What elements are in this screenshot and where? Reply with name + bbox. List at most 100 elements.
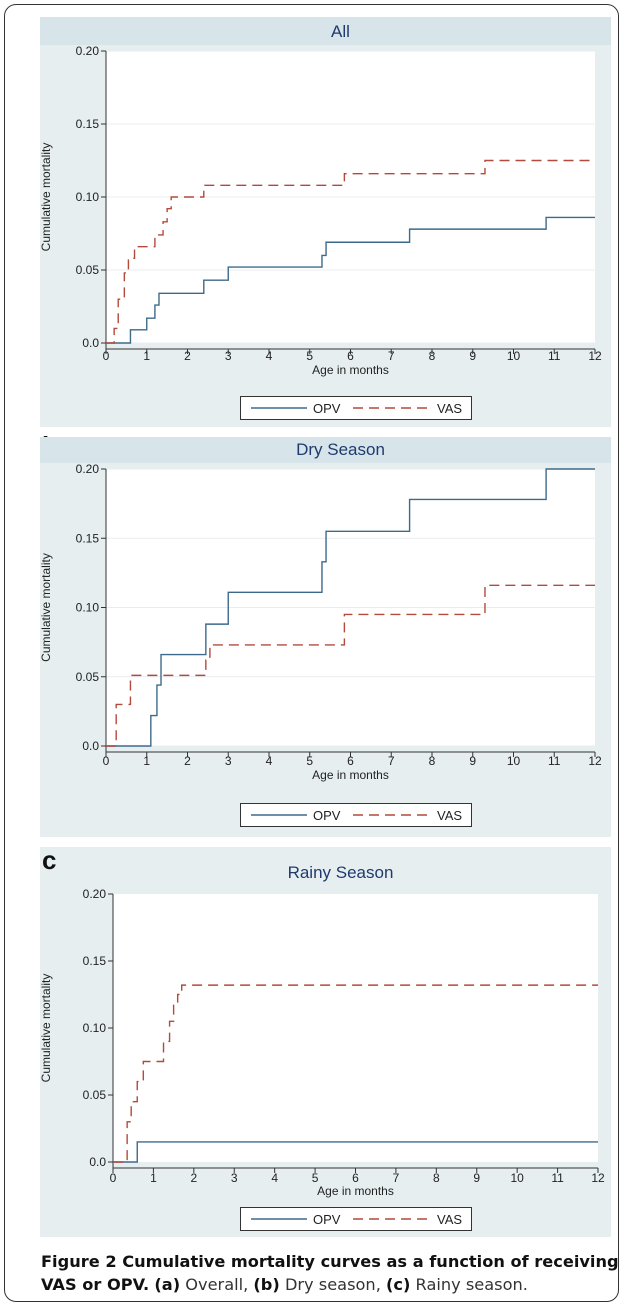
- figure-caption: Figure 2 Cumulative mortality curves as …: [41, 1250, 621, 1296]
- y-axis-label: Cumulative mortality: [40, 143, 53, 252]
- x-tick-label: 1: [143, 349, 150, 363]
- x-tick-label: 12: [588, 754, 602, 768]
- caption-label-a: (a): [154, 1275, 181, 1294]
- plot-area: [113, 894, 598, 1162]
- caption-title: Figure 2 Cumulative mortality curves as …: [41, 1252, 619, 1294]
- x-tick-label: 9: [469, 754, 476, 768]
- x-tick-label: 10: [507, 349, 521, 363]
- caption-label-b: (b): [253, 1275, 280, 1294]
- chart-title: All: [331, 22, 350, 41]
- y-tick-label: 0.15: [83, 954, 107, 968]
- series-line-opv: [106, 216, 595, 344]
- legend-c: OPV VAS: [240, 1207, 472, 1231]
- y-tick-label: 0.20: [76, 462, 100, 476]
- x-tick-label: 1: [150, 1171, 157, 1185]
- legend-b: OPV VAS: [240, 803, 472, 827]
- x-tick-label: 1: [143, 754, 150, 768]
- x-tick-label: 10: [507, 754, 521, 768]
- figure-frame: a All0.00.050.100.150.200123456789101112…: [4, 4, 619, 1302]
- x-tick-label: 0: [103, 349, 110, 363]
- x-tick-label: 8: [429, 754, 436, 768]
- series-line-vas: [106, 159, 595, 344]
- x-tick-label: 4: [271, 1171, 278, 1185]
- legend-label-vas: VAS: [437, 400, 463, 416]
- x-tick-label: 0: [103, 754, 110, 768]
- legend-label-vas: VAS: [437, 1211, 463, 1227]
- legend-item-vas: VAS: [353, 397, 462, 419]
- y-tick-label: 0.20: [83, 887, 107, 901]
- x-axis-label: Age in months: [312, 768, 389, 782]
- y-tick-label: 0.20: [76, 44, 100, 58]
- panel-letter-c: c: [42, 845, 57, 875]
- title-strip: [40, 437, 611, 463]
- legend-item-opv: OPV: [251, 1208, 340, 1230]
- legend-item-opv: OPV: [251, 804, 340, 826]
- x-tick-label: 7: [388, 754, 395, 768]
- legend-line-solid: [251, 814, 307, 816]
- y-tick-label: 0.15: [76, 531, 100, 545]
- series-line-opv: [106, 468, 595, 747]
- x-tick-label: 5: [306, 349, 313, 363]
- x-tick-label: 11: [548, 349, 561, 363]
- y-tick-label: 0.15: [76, 117, 100, 131]
- x-tick-label: 2: [184, 754, 191, 768]
- x-tick-label: 2: [184, 349, 191, 363]
- x-tick-label: 5: [312, 1171, 319, 1185]
- legend-label-opv: OPV: [313, 400, 341, 416]
- series-line-vas: [113, 984, 598, 1163]
- legend-a: OPV VAS: [240, 396, 472, 420]
- panel-b: b Dry Season0.00.050.100.150.20012345678…: [40, 431, 611, 837]
- chart-title: Rainy Season: [288, 863, 394, 882]
- caption-text-c: Rainy season.: [410, 1275, 528, 1294]
- series-line-opv: [113, 1141, 598, 1163]
- y-tick-label: 0.0: [82, 336, 99, 350]
- x-tick-label: 12: [588, 349, 602, 363]
- x-tick-label: 11: [551, 1171, 564, 1185]
- x-tick-label: 6: [347, 349, 354, 363]
- title-strip: [40, 17, 611, 45]
- x-tick-label: 6: [347, 754, 354, 768]
- x-axis-label: Age in months: [317, 1184, 394, 1198]
- x-tick-label: 4: [266, 349, 273, 363]
- x-tick-label: 8: [433, 1171, 440, 1185]
- y-tick-label: 0.10: [76, 190, 100, 204]
- caption-text-a: Overall,: [180, 1275, 254, 1294]
- y-tick-label: 0.10: [83, 1021, 107, 1035]
- x-tick-label: 6: [352, 1171, 359, 1185]
- legend-line-dashed: [353, 407, 431, 409]
- x-tick-label: 7: [393, 1171, 400, 1185]
- y-tick-label: 0.05: [76, 263, 100, 277]
- series-line-vas: [106, 584, 595, 747]
- y-axis-label: Cumulative mortality: [40, 974, 53, 1083]
- x-tick-label: 2: [190, 1171, 197, 1185]
- chart-title: Dry Season: [296, 440, 385, 459]
- x-tick-label: 0: [110, 1171, 117, 1185]
- y-axis-label: Cumulative mortality: [40, 553, 53, 662]
- x-tick-label: 8: [429, 349, 436, 363]
- y-tick-label: 0.10: [76, 601, 100, 615]
- x-tick-label: 4: [266, 754, 273, 768]
- x-tick-label: 12: [591, 1171, 605, 1185]
- caption-label-c: (c): [386, 1275, 411, 1294]
- caption-text-b: Dry season,: [279, 1275, 386, 1294]
- panel-c: c Rainy Season 0.0 0.05 0.10 0.15 0.20 0 1 2 3 4 5 6…: [40, 845, 611, 1237]
- x-tick-label: 10: [510, 1171, 524, 1185]
- legend-line-solid: [251, 407, 307, 409]
- y-tick-label: 0.05: [83, 1088, 107, 1102]
- x-tick-label: 3: [225, 754, 232, 768]
- x-tick-label: 3: [225, 349, 232, 363]
- x-axis-label: Age in months: [312, 363, 389, 377]
- legend-line-dashed: [353, 814, 431, 816]
- x-tick-label: 9: [469, 349, 476, 363]
- legend-item-vas: VAS: [353, 804, 462, 826]
- x-tick-label: 7: [388, 349, 395, 363]
- legend-line-dashed: [353, 1218, 431, 1220]
- y-tick-label: 0.0: [89, 1155, 106, 1169]
- legend-item-opv: OPV: [251, 397, 340, 419]
- x-tick-label: 11: [548, 754, 561, 768]
- y-tick-label: 0.05: [76, 670, 100, 684]
- legend-label-opv: OPV: [313, 807, 341, 823]
